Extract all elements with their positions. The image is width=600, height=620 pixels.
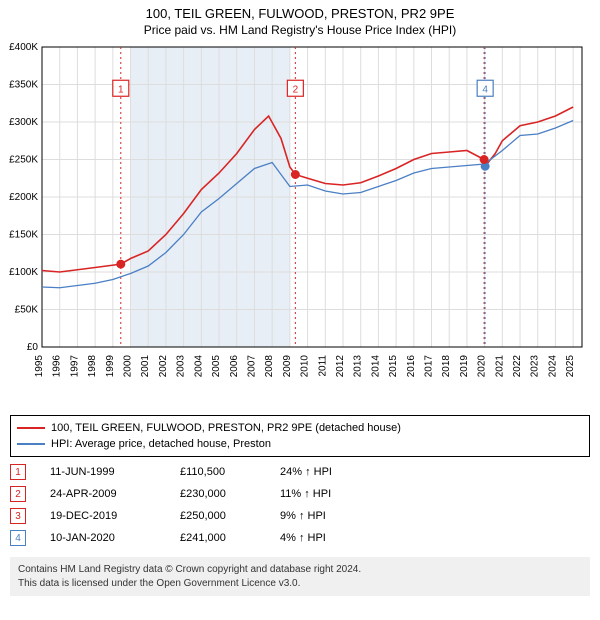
svg-text:2017: 2017 [424, 355, 435, 378]
transaction-price: £230,000 [180, 488, 280, 500]
svg-text:2005: 2005 [211, 355, 222, 378]
svg-text:2013: 2013 [353, 355, 364, 378]
svg-text:2008: 2008 [264, 355, 275, 378]
svg-text:£0: £0 [27, 342, 39, 353]
svg-text:2001: 2001 [140, 355, 151, 378]
svg-text:1: 1 [118, 84, 124, 95]
svg-text:2006: 2006 [229, 355, 240, 378]
transaction-date: 24-APR-2009 [50, 488, 180, 500]
transaction-marker: 4 [10, 530, 26, 546]
legend-swatch [17, 427, 45, 429]
svg-text:£300K: £300K [9, 117, 38, 128]
chart-area: £0 £50K £100K £150K £200K £250K £300K £350K £400… [0, 37, 600, 407]
svg-text:2: 2 [293, 84, 299, 95]
transaction-price: £250,000 [180, 510, 280, 522]
legend-item: HPI: Average price, detached house, Pres… [17, 436, 583, 452]
svg-text:£50K: £50K [15, 305, 39, 316]
svg-text:2020: 2020 [477, 355, 488, 378]
svg-text:2022: 2022 [512, 355, 523, 378]
svg-text:2015: 2015 [388, 355, 399, 378]
svg-text:2003: 2003 [176, 355, 187, 378]
legend: 100, TEIL GREEN, FULWOOD, PRESTON, PR2 9… [10, 415, 590, 457]
table-row: 1 11-JUN-1999£110,50024% ↑ HPI [10, 461, 590, 483]
svg-text:2024: 2024 [547, 355, 558, 378]
svg-text:1998: 1998 [87, 355, 98, 378]
svg-text:£100K: £100K [9, 267, 38, 278]
transaction-date: 10-JAN-2020 [50, 532, 180, 544]
svg-text:2007: 2007 [246, 355, 257, 378]
legend-label: HPI: Average price, detached house, Pres… [51, 438, 271, 450]
svg-text:2009: 2009 [282, 355, 293, 378]
footer-attribution: Contains HM Land Registry data © Crown c… [10, 557, 590, 596]
svg-text:4: 4 [482, 84, 488, 95]
chart-container: 100, TEIL GREEN, FULWOOD, PRESTON, PR2 9… [0, 0, 600, 596]
footer-line-1: Contains HM Land Registry data © Crown c… [18, 563, 582, 577]
transaction-date: 19-DEC-2019 [50, 510, 180, 522]
svg-text:2018: 2018 [441, 355, 452, 378]
svg-text:£150K: £150K [9, 230, 38, 241]
legend-swatch [17, 443, 45, 445]
svg-text:£250K: £250K [9, 155, 38, 166]
transactions-table: 1 11-JUN-1999£110,50024% ↑ HPI 2 24-APR-200… [10, 461, 590, 549]
svg-text:2012: 2012 [335, 355, 346, 378]
svg-text:2021: 2021 [494, 355, 505, 378]
transaction-pct: 4% ↑ HPI [280, 532, 390, 544]
transaction-marker: 1 [10, 464, 26, 480]
legend-label: 100, TEIL GREEN, FULWOOD, PRESTON, PR2 9… [51, 422, 401, 434]
svg-text:£350K: £350K [9, 80, 38, 91]
line-chart-svg: £0 £50K £100K £150K £200K £250K £300K £350K £400… [0, 37, 600, 407]
title-address: 100, TEIL GREEN, FULWOOD, PRESTON, PR2 9… [0, 6, 600, 21]
table-row: 4 10-JAN-2020£241,0004% ↑ HPI [10, 527, 590, 549]
title-block: 100, TEIL GREEN, FULWOOD, PRESTON, PR2 9… [0, 0, 600, 37]
transaction-pct: 11% ↑ HPI [280, 488, 390, 500]
svg-text:1996: 1996 [52, 355, 63, 378]
transaction-pct: 9% ↑ HPI [280, 510, 390, 522]
transaction-marker: 3 [10, 508, 26, 524]
svg-text:£200K: £200K [9, 192, 38, 203]
svg-text:2010: 2010 [300, 355, 311, 378]
svg-text:1999: 1999 [105, 355, 116, 378]
svg-text:2011: 2011 [317, 355, 328, 377]
footer-line-2: This data is licensed under the Open Gov… [18, 577, 582, 591]
transaction-marker: 2 [10, 486, 26, 502]
legend-item: 100, TEIL GREEN, FULWOOD, PRESTON, PR2 9… [17, 420, 583, 436]
table-row: 3 19-DEC-2019£250,0009% ↑ HPI [10, 505, 590, 527]
svg-text:2002: 2002 [158, 355, 169, 378]
svg-text:2014: 2014 [370, 355, 381, 378]
svg-text:2004: 2004 [193, 355, 204, 378]
transaction-pct: 24% ↑ HPI [280, 466, 390, 478]
transaction-date: 11-JUN-1999 [50, 466, 180, 478]
svg-text:2025: 2025 [565, 355, 576, 378]
svg-text:1997: 1997 [69, 355, 80, 378]
svg-text:2016: 2016 [406, 355, 417, 378]
title-subtitle: Price paid vs. HM Land Registry's House … [0, 23, 600, 37]
table-row: 2 24-APR-2009£230,00011% ↑ HPI [10, 483, 590, 505]
transaction-price: £241,000 [180, 532, 280, 544]
svg-text:2023: 2023 [530, 355, 541, 378]
svg-text:2019: 2019 [459, 355, 470, 378]
svg-text:1995: 1995 [34, 355, 45, 378]
transaction-price: £110,500 [180, 466, 280, 478]
svg-text:£400K: £400K [9, 42, 38, 53]
svg-text:2000: 2000 [123, 355, 134, 378]
